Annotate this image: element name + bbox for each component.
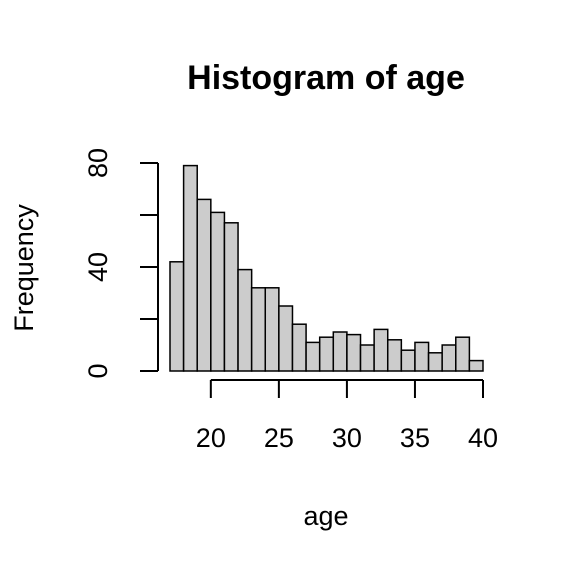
bar (223, 222, 239, 372)
bar (169, 261, 185, 372)
x-tick-label: 25 (264, 423, 294, 453)
bar (291, 323, 307, 372)
bar (182, 164, 198, 372)
x-tick-label: 20 (196, 423, 226, 453)
bar (278, 305, 294, 372)
y-tick-label: 80 (83, 148, 113, 178)
bar (264, 287, 280, 372)
x-tick-label: 35 (400, 423, 430, 453)
x-tick-label: 30 (332, 423, 362, 453)
x-tick-label: 40 (468, 423, 498, 453)
bar (305, 341, 321, 372)
bar (414, 341, 430, 372)
y-tick-label: 40 (83, 252, 113, 282)
bar (386, 339, 403, 372)
bar (196, 198, 212, 372)
bar (373, 328, 389, 372)
bar (455, 336, 471, 372)
bar (468, 359, 484, 372)
bar (441, 344, 457, 372)
y-axis-label: Frequency (9, 204, 39, 332)
bar (210, 211, 226, 372)
bar (359, 344, 375, 372)
bar (318, 336, 335, 372)
bar (400, 349, 416, 372)
bar (332, 331, 348, 372)
chart-title: Histogram of age (187, 59, 465, 97)
bar (346, 333, 362, 372)
bar (237, 268, 253, 372)
bar (250, 287, 267, 372)
y-tick-label: 0 (83, 363, 113, 378)
bar (427, 352, 443, 372)
x-axis-label: age (303, 501, 348, 531)
